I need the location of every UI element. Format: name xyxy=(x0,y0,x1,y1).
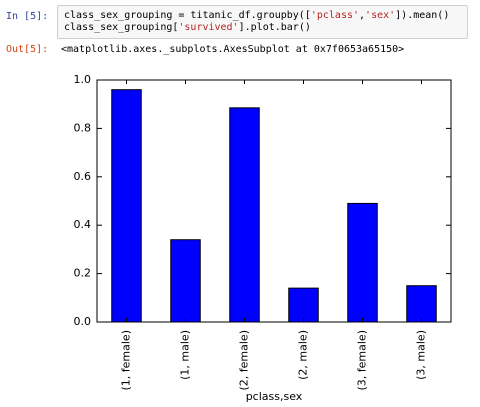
y-tick-label: 0.0 xyxy=(74,315,92,328)
axes-frame xyxy=(96,79,452,323)
input-prompt: In [5]: xyxy=(6,11,49,22)
y-tick-label: 0.2 xyxy=(74,267,92,280)
code-cell[interactable]: class_sex_grouping = titanic_df.groupby(… xyxy=(57,5,468,39)
x-tick-label: (3, female) xyxy=(356,330,369,391)
y-tick-label: 1.0 xyxy=(74,73,92,86)
bar xyxy=(288,287,319,323)
bar xyxy=(229,107,260,323)
output-prompt: Out[5]: xyxy=(6,44,49,55)
x-tick-label: (2, male) xyxy=(297,330,310,380)
code-token: , xyxy=(359,10,366,21)
bar xyxy=(111,89,142,323)
x-axis-label: pclass,sex xyxy=(246,390,303,403)
code-token: 'survived' xyxy=(178,22,239,33)
code-token: ].plot.bar() xyxy=(238,22,311,33)
code-line: class_sex_grouping = titanic_df.groupby(… xyxy=(64,10,461,22)
code-token: 'sex' xyxy=(365,10,396,21)
bar xyxy=(406,285,437,323)
y-tick-label: 0.8 xyxy=(74,121,92,134)
x-tick-label: (1, female) xyxy=(120,330,133,391)
x-tick-label: (2, female) xyxy=(238,330,251,391)
output-text: <matplotlib.axes._subplots.AxesSubplot a… xyxy=(61,44,405,55)
code-token: class_sex_grouping = titanic_df.groupby(… xyxy=(64,10,311,21)
x-tick-label: (1, male) xyxy=(179,330,192,380)
bar xyxy=(347,202,378,323)
x-tick-label: (3, male) xyxy=(415,330,428,380)
code-token: ]).mean() xyxy=(395,10,450,21)
code-line: class_sex_grouping['survived'].plot.bar(… xyxy=(64,22,461,34)
code-token: class_sex_grouping[ xyxy=(64,22,179,33)
bar xyxy=(170,239,201,323)
y-tick-label: 0.6 xyxy=(74,170,92,183)
code-token: 'pclass' xyxy=(310,10,360,21)
y-tick-label: 0.4 xyxy=(74,218,92,231)
